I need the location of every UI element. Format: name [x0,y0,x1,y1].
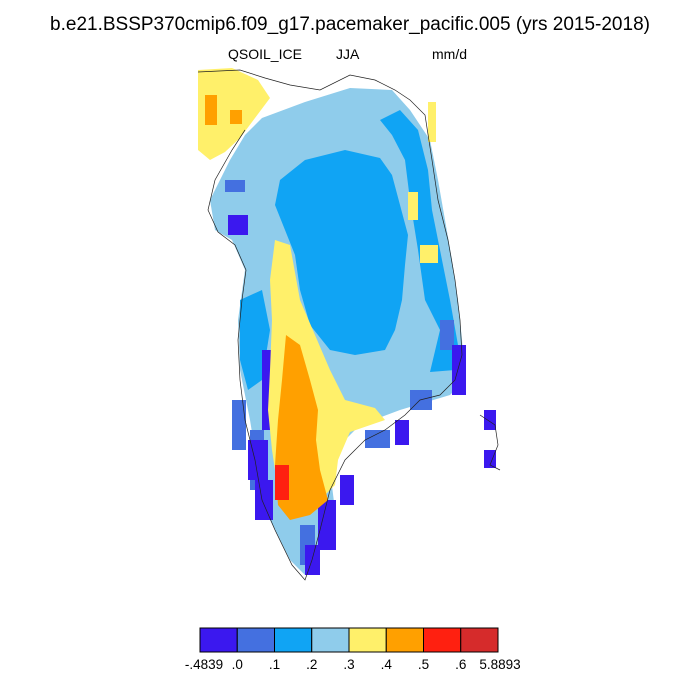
colorbar-tick-label: 5.8893 [479,657,521,672]
colorbar-tick-label: -.4839 [184,657,224,672]
coastline [197,69,463,581]
colorbar-swatch [274,627,313,653]
colorbar-tick-label: .3 [343,657,355,672]
variable-label: QSOIL_ICE [228,46,302,62]
coastline-island [479,414,501,471]
colorbar-swatch [423,627,462,653]
plot-title: b.e21.BSSP370cmip6.f09_g17.pacemaker_pac… [50,14,650,35]
colorbar-tick-label: .6 [455,657,467,672]
colorbar-tick-label: .2 [306,657,318,672]
colorbar-swatch [348,627,387,653]
colorbar-swatch [199,627,238,653]
season-label: JJA [336,46,360,62]
colorbar-tick-label: .4 [380,657,392,672]
units-label: mm/d [432,46,467,62]
colorbar-tick-label: .0 [231,657,243,672]
region-misc-yellow [408,102,438,263]
colorbar-tick-label: .1 [268,657,281,672]
region-red [275,465,289,500]
region-interior [275,150,408,355]
colorbar-tick-label: .5 [417,657,430,672]
colorbar-swatch [460,627,499,653]
colorbar-swatch [236,627,275,653]
colorbar-swatch [311,627,350,653]
region-northwest-orange [205,95,242,125]
region-medium-blue [380,110,458,372]
colorbar-swatch [385,627,424,653]
